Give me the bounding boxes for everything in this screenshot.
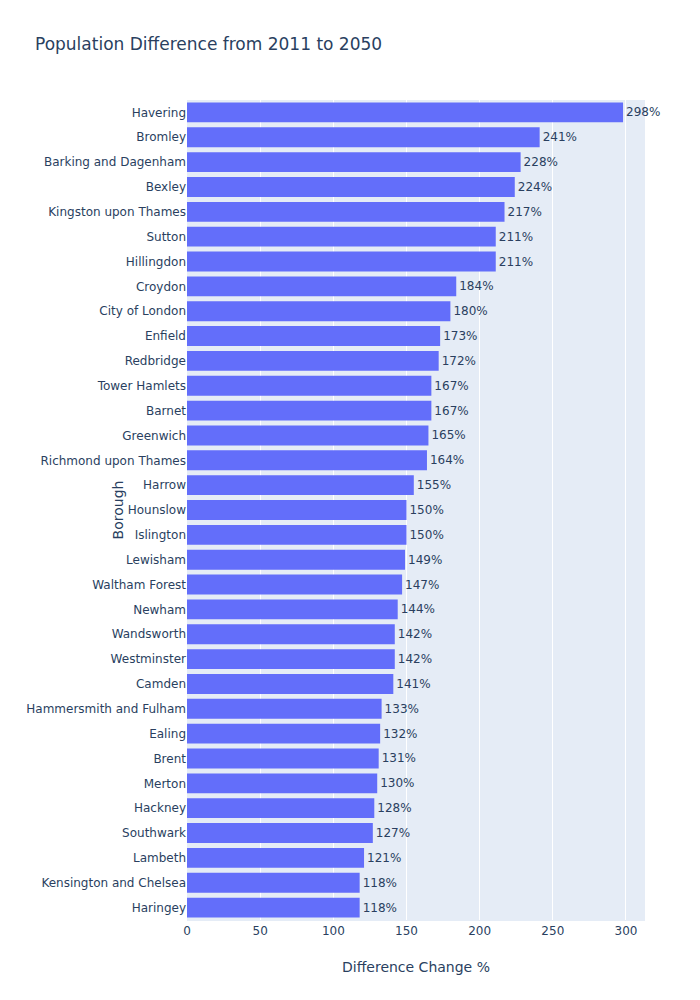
svg-text:118%: 118% [363, 901, 397, 915]
svg-text:300: 300 [615, 924, 638, 938]
svg-text:Barnet: Barnet [146, 404, 186, 418]
svg-text:Wandsworth: Wandsworth [112, 627, 186, 641]
svg-text:167%: 167% [434, 404, 468, 418]
svg-text:Redbridge: Redbridge [125, 354, 186, 368]
svg-text:211%: 211% [499, 255, 533, 269]
svg-text:Greenwich: Greenwich [122, 429, 186, 443]
svg-text:Croydon: Croydon [136, 280, 186, 294]
svg-text:141%: 141% [396, 677, 430, 691]
svg-text:167%: 167% [434, 379, 468, 393]
svg-text:Hammersmith and Fulham: Hammersmith and Fulham [26, 702, 186, 716]
svg-text:Merton: Merton [144, 777, 186, 791]
svg-text:128%: 128% [377, 801, 411, 815]
svg-text:173%: 173% [443, 329, 477, 343]
svg-text:133%: 133% [385, 702, 419, 716]
svg-text:Brent: Brent [153, 752, 186, 766]
svg-text:Hounslow: Hounslow [128, 503, 187, 517]
svg-text:Southwark: Southwark [122, 826, 186, 840]
svg-text:Lewisham: Lewisham [126, 553, 186, 567]
svg-text:150: 150 [395, 924, 418, 938]
svg-text:City of London: City of London [99, 304, 186, 318]
svg-text:Newham: Newham [133, 603, 186, 617]
svg-text:217%: 217% [508, 205, 542, 219]
svg-text:172%: 172% [442, 354, 476, 368]
svg-text:142%: 142% [398, 627, 432, 641]
svg-text:Ealing: Ealing [149, 727, 186, 741]
svg-text:Hillingdon: Hillingdon [126, 255, 186, 269]
svg-text:Havering: Havering [132, 106, 186, 120]
svg-text:149%: 149% [408, 553, 442, 567]
svg-text:50: 50 [253, 924, 268, 938]
svg-text:211%: 211% [499, 230, 533, 244]
svg-text:Westminster: Westminster [111, 652, 186, 666]
svg-text:Enfield: Enfield [145, 329, 186, 343]
svg-text:250: 250 [541, 924, 564, 938]
svg-text:Kensington and Chelsea: Kensington and Chelsea [41, 876, 186, 890]
svg-text:Tower Hamlets: Tower Hamlets [97, 379, 186, 393]
svg-text:147%: 147% [405, 578, 439, 592]
svg-text:200: 200 [468, 924, 491, 938]
svg-text:Population Difference from 201: Population Difference from 2011 to 2050 [35, 34, 382, 54]
svg-text:118%: 118% [363, 876, 397, 890]
svg-text:155%: 155% [417, 478, 451, 492]
svg-text:298%: 298% [626, 105, 660, 119]
svg-text:100: 100 [322, 924, 345, 938]
svg-text:0: 0 [183, 924, 191, 938]
svg-text:121%: 121% [367, 851, 401, 865]
svg-text:241%: 241% [543, 130, 577, 144]
svg-text:130%: 130% [380, 776, 414, 790]
svg-text:164%: 164% [430, 453, 464, 467]
svg-text:Islington: Islington [135, 528, 186, 542]
svg-text:228%: 228% [524, 155, 558, 169]
svg-text:Richmond upon Thames: Richmond upon Thames [40, 454, 186, 468]
svg-text:180%: 180% [453, 304, 487, 318]
svg-text:Bexley: Bexley [146, 180, 186, 194]
svg-text:Barking and Dagenham: Barking and Dagenham [44, 155, 186, 169]
svg-text:131%: 131% [382, 751, 416, 765]
svg-text:Borough: Borough [110, 481, 126, 540]
svg-text:142%: 142% [398, 652, 432, 666]
svg-text:Lambeth: Lambeth [133, 851, 186, 865]
svg-text:127%: 127% [376, 826, 410, 840]
svg-text:165%: 165% [431, 428, 465, 442]
svg-text:Kingston upon Thames: Kingston upon Thames [48, 205, 186, 219]
svg-text:Harrow: Harrow [143, 478, 186, 492]
svg-text:Sutton: Sutton [146, 230, 186, 244]
svg-text:Bromley: Bromley [136, 130, 186, 144]
svg-text:144%: 144% [401, 602, 435, 616]
svg-text:Haringey: Haringey [132, 901, 186, 915]
svg-text:150%: 150% [409, 528, 443, 542]
svg-text:Waltham Forest: Waltham Forest [92, 578, 186, 592]
svg-text:184%: 184% [459, 279, 493, 293]
svg-text:132%: 132% [383, 727, 417, 741]
svg-text:224%: 224% [518, 180, 552, 194]
svg-text:Hackney: Hackney [134, 801, 186, 815]
svg-text:150%: 150% [409, 503, 443, 517]
svg-text:Difference Change %: Difference Change % [342, 959, 490, 975]
svg-text:Camden: Camden [136, 677, 186, 691]
